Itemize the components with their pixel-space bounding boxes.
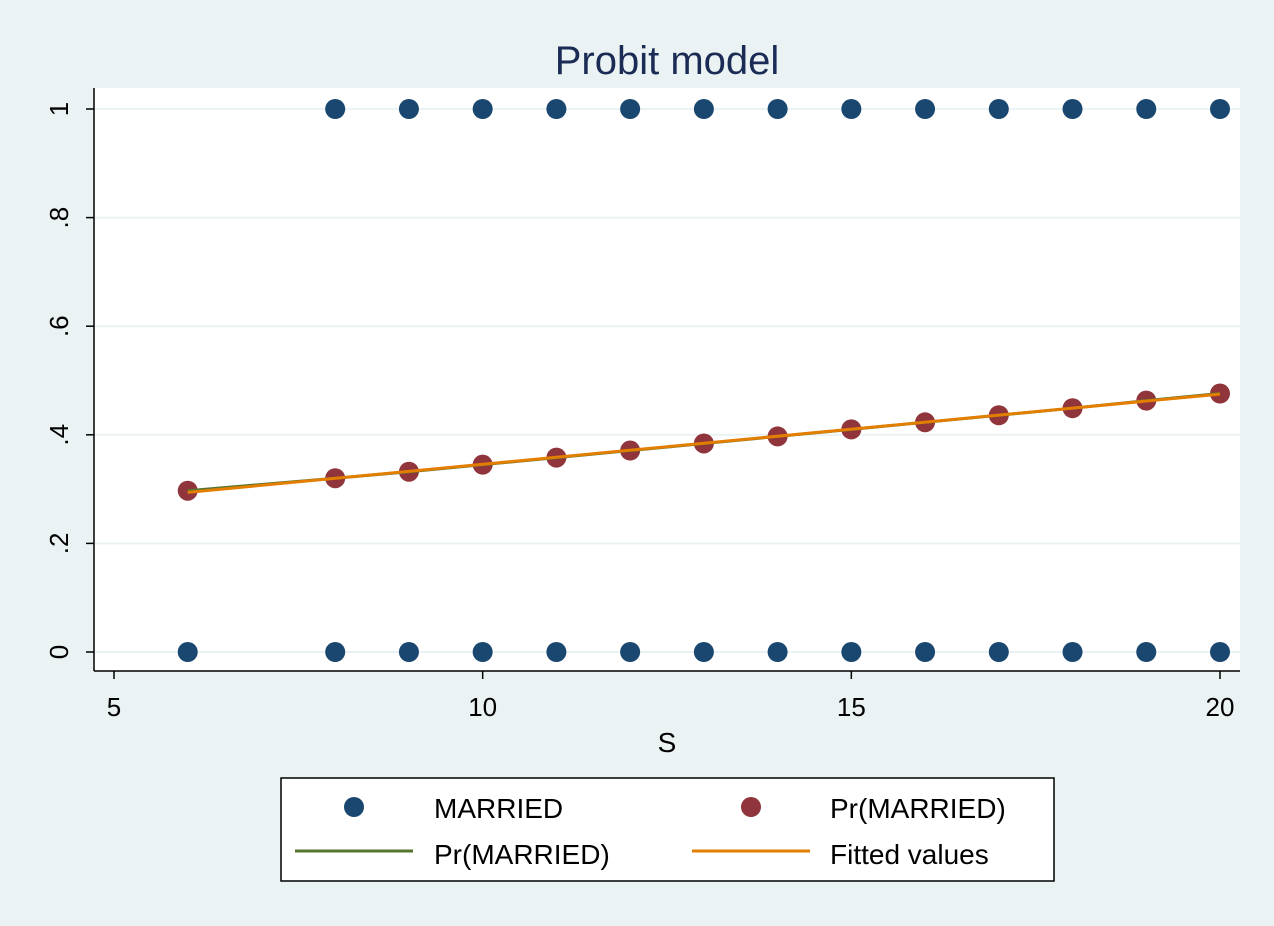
legend: MARRIED Pr(MARRIED) Pr(MARRIED) Fitted v… [280, 777, 1055, 882]
legend-label-fitted-values: Fitted values [830, 839, 989, 870]
married-point [620, 642, 641, 662]
married-point [472, 99, 493, 119]
married-point [1210, 642, 1230, 662]
legend-label-married: MARRIED [434, 793, 563, 824]
married-point [915, 642, 936, 662]
married-point [841, 99, 862, 119]
chart-title: Probit model [555, 39, 780, 83]
grid-lines [95, 108, 1240, 653]
y-tick-label: 0 [44, 645, 74, 659]
married-point [693, 99, 714, 119]
married-point [620, 99, 641, 119]
married-point [988, 99, 1009, 119]
married-point [325, 99, 346, 119]
y-tick-label: .8 [44, 207, 74, 229]
married-point [1210, 99, 1230, 119]
married-point [546, 642, 567, 662]
married-point [1062, 642, 1083, 662]
y-axis-ticks: 0 .2 .4 .6 .8 1 [44, 102, 94, 659]
married-point [1062, 99, 1083, 119]
x-axis-title: S [658, 727, 677, 758]
married-point [325, 642, 346, 662]
married-point [1136, 99, 1157, 119]
married-point [177, 642, 198, 662]
married-point [546, 99, 567, 119]
married-point [398, 99, 419, 119]
legend-label-pr-married-line: Pr(MARRIED) [434, 839, 610, 870]
legend-marker-pr-married-points [741, 797, 761, 817]
married-point [841, 642, 862, 662]
married-point [767, 642, 788, 662]
married-point [472, 642, 493, 662]
married-point [915, 99, 936, 119]
fitted-values-line [187, 392, 1221, 494]
plot-area [94, 88, 1240, 671]
y-tick-label: .4 [44, 424, 74, 446]
x-tick-label: 15 [837, 692, 866, 722]
x-tick-label: 10 [468, 692, 497, 722]
legend-label-pr-married-points: Pr(MARRIED) [830, 793, 1006, 824]
legend-box [280, 777, 1055, 882]
married-point [988, 642, 1009, 662]
x-axis-ticks: 5 10 15 20 [107, 671, 1235, 722]
x-tick-label: 5 [107, 692, 121, 722]
married-point [398, 642, 419, 662]
y-tick-label: .6 [44, 315, 74, 337]
married-point [1136, 642, 1157, 662]
series-layer [177, 99, 1230, 662]
married-point [693, 642, 714, 662]
y-tick-label: 1 [44, 102, 74, 116]
x-tick-label: 20 [1206, 692, 1235, 722]
legend-marker-married [344, 797, 364, 817]
y-tick-label: .2 [44, 533, 74, 555]
married-point [767, 99, 788, 119]
